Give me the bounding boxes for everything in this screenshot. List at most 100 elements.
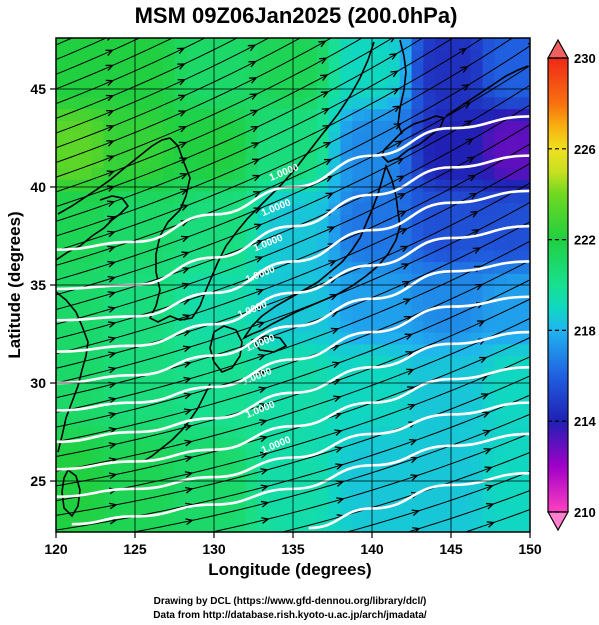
colorbar-max-arrow: [546, 38, 570, 59]
field-cell: [458, 367, 472, 380]
field-cell: [340, 449, 353, 463]
field-cell: [506, 214, 519, 227]
field-cell: [506, 508, 519, 521]
field-cell: [316, 402, 330, 415]
wind-arrow: [400, 245, 409, 253]
wind-arrow: [180, 235, 190, 243]
field-cell: [103, 120, 116, 133]
field-cell: [328, 143, 341, 157]
wind-arrow: [322, 124, 331, 132]
field-cell: [364, 38, 377, 51]
field-cell: [435, 96, 448, 110]
field-cell: [375, 237, 389, 251]
field-cell: [150, 249, 164, 263]
field-cell: [506, 355, 519, 368]
field-cell: [435, 355, 448, 368]
field-cell: [506, 461, 519, 474]
field-cell: [423, 73, 436, 86]
field-cell: [411, 237, 424, 251]
field-cell: [67, 308, 81, 321]
field-cell: [340, 61, 353, 74]
field-cell: [458, 49, 472, 63]
field-cell: [518, 143, 530, 157]
field-cell: [221, 120, 235, 133]
field-cell: [67, 143, 81, 157]
field-cell: [435, 273, 448, 286]
field-cell: [506, 179, 519, 192]
field-cell: [304, 308, 318, 321]
wind-arrow: [262, 550, 269, 556]
field-cell: [174, 508, 187, 521]
field-cell: [210, 49, 223, 63]
wind-arrow: [248, 60, 257, 68]
field-cell: [364, 108, 377, 121]
field-cell: [518, 249, 530, 263]
field-cell: [221, 402, 235, 415]
field-cell: [447, 108, 460, 121]
field-cell: [399, 38, 413, 51]
field-cell: [221, 179, 235, 192]
field-cell: [316, 249, 330, 263]
field-cell: [281, 461, 294, 474]
field-cell: [198, 214, 211, 227]
field-cell: [91, 296, 104, 310]
field-cell: [91, 120, 104, 133]
field-cell: [304, 49, 318, 63]
field-cell: [435, 414, 448, 427]
field-cell: [281, 73, 294, 86]
field-cell: [257, 496, 270, 510]
field-cell: [399, 520, 413, 532]
field-cell: [269, 508, 282, 521]
field-cell: [150, 73, 164, 86]
field-cell: [364, 343, 377, 357]
field-cell: [198, 473, 211, 486]
field-cell: [186, 61, 199, 74]
field-cell: [127, 461, 140, 474]
field-cell: [162, 343, 176, 357]
wind-arrow: [399, 228, 408, 235]
field-cell: [423, 285, 436, 298]
field-cell: [304, 261, 318, 274]
field-cell: [506, 484, 519, 498]
field-cell: [304, 473, 318, 486]
field-cell: [387, 332, 401, 345]
field-cell: [494, 508, 507, 521]
field-cell: [494, 390, 507, 404]
field-cell: [174, 132, 187, 145]
y-tick-label: 40: [30, 179, 46, 195]
field-cell: [245, 508, 259, 521]
field-cell: [494, 484, 507, 498]
field-cell: [138, 202, 152, 216]
field-cell: [316, 61, 330, 74]
field-cell: [435, 49, 448, 63]
field-cell: [506, 73, 519, 86]
field-cell: [91, 414, 104, 427]
field-cell: [447, 320, 460, 333]
field-cell: [304, 96, 318, 110]
field-cell: [56, 296, 69, 310]
field-cell: [470, 379, 484, 392]
field-cell: [67, 355, 81, 368]
wind-arrow: [332, 361, 341, 369]
field-cell: [352, 484, 365, 498]
field-cell: [304, 496, 318, 510]
field-cell: [162, 61, 176, 74]
field-cell: [150, 473, 164, 486]
field-cell: [352, 320, 365, 333]
wind-arrow: [485, 484, 494, 492]
field-cell: [293, 414, 306, 427]
field-cell: [127, 367, 140, 380]
field-cell: [79, 61, 93, 74]
wind-arrow: [258, 386, 267, 394]
field-cell: [506, 390, 519, 404]
field-cell: [458, 414, 472, 427]
field-cell: [518, 190, 530, 204]
field-cell: [423, 143, 436, 157]
field-cell: [79, 167, 93, 180]
field-cell: [304, 155, 318, 168]
field-cell: [138, 520, 152, 532]
field-cell: [221, 226, 235, 239]
field-cell: [518, 520, 530, 532]
field-cell: [293, 202, 306, 216]
field-cell: [79, 390, 93, 404]
